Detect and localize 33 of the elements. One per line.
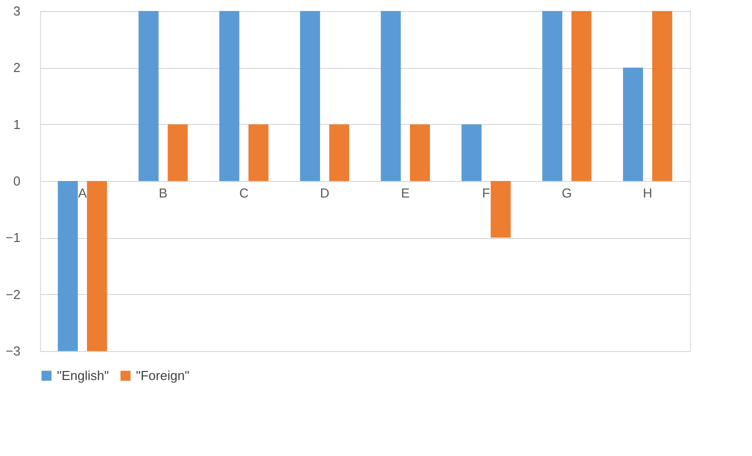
bar xyxy=(58,181,78,351)
bar xyxy=(623,68,644,181)
bar xyxy=(219,11,240,181)
bar xyxy=(168,124,188,181)
y-tick-label: 3 xyxy=(13,4,20,18)
y-tick-label: −3 xyxy=(6,344,20,358)
x-tick-label: D xyxy=(320,186,330,200)
y-tick-label: −1 xyxy=(6,230,20,246)
bar xyxy=(86,181,107,351)
bar xyxy=(329,124,350,181)
x-tick-label: B xyxy=(158,186,168,200)
x-tick-label: A xyxy=(78,186,88,200)
bar xyxy=(410,124,430,181)
x-tick-label: E xyxy=(401,186,410,200)
x-tick-label: H xyxy=(642,186,652,200)
bar xyxy=(248,124,268,181)
bar xyxy=(652,11,672,181)
bar xyxy=(462,124,482,181)
bar xyxy=(138,11,159,181)
bar xyxy=(542,11,562,181)
bar xyxy=(380,11,401,181)
x-tick-label: C xyxy=(239,186,249,200)
x-tick-label: G xyxy=(562,186,572,200)
y-tick-label: 2 xyxy=(13,60,20,76)
legend-label: "Foreign" xyxy=(136,368,190,383)
bar xyxy=(300,11,320,181)
bar xyxy=(490,181,511,238)
y-tick-label: −2 xyxy=(6,286,20,302)
bar xyxy=(571,11,592,181)
x-tick-label: F xyxy=(482,186,490,200)
legend-label: "English" xyxy=(57,368,110,383)
y-tick-label: 0 xyxy=(13,174,20,188)
y-tick-label: 1 xyxy=(13,116,20,132)
